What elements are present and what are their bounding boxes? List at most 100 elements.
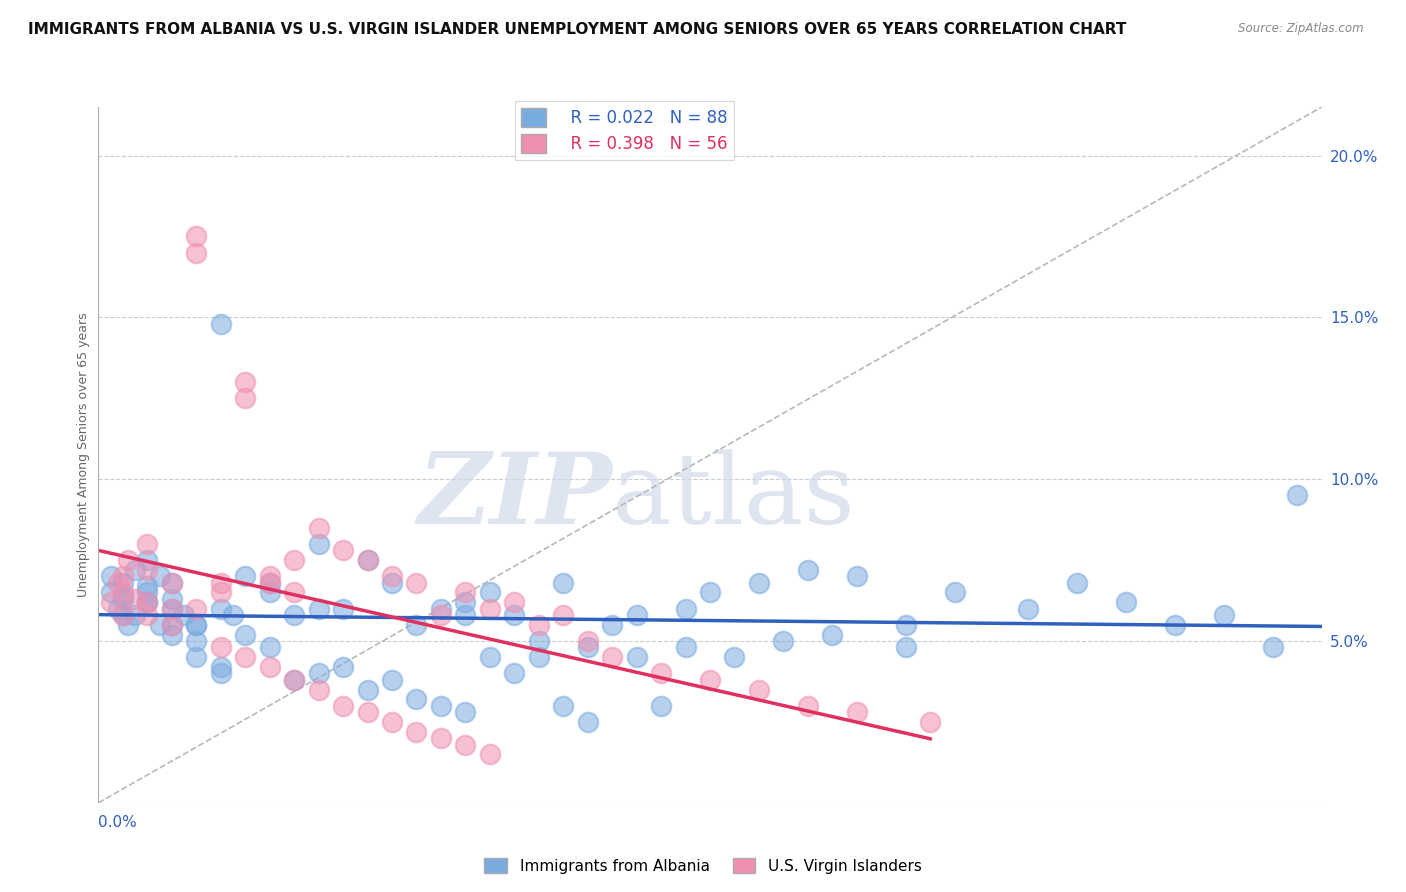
- Point: [699, 585, 721, 599]
- Point: [797, 563, 820, 577]
- Point: [797, 698, 820, 713]
- Point: [894, 617, 917, 632]
- Point: [553, 575, 575, 590]
- Point: [136, 563, 159, 577]
- Point: [356, 705, 378, 719]
- Point: [381, 569, 404, 583]
- Point: [124, 563, 146, 577]
- Text: ZIP: ZIP: [418, 449, 612, 545]
- Point: [136, 585, 159, 599]
- Point: [186, 650, 208, 665]
- Point: [136, 537, 159, 551]
- Point: [699, 673, 721, 687]
- Point: [259, 660, 281, 674]
- Point: [308, 601, 330, 615]
- Point: [553, 698, 575, 713]
- Point: [920, 714, 942, 729]
- Point: [454, 705, 477, 719]
- Point: [405, 575, 427, 590]
- Point: [186, 229, 208, 244]
- Point: [160, 575, 183, 590]
- Point: [233, 392, 256, 406]
- Point: [124, 608, 146, 623]
- Point: [186, 617, 208, 632]
- Point: [149, 617, 172, 632]
- Point: [136, 608, 159, 623]
- Point: [503, 595, 526, 609]
- Point: [576, 634, 599, 648]
- Point: [478, 585, 501, 599]
- Y-axis label: Unemployment Among Seniors over 65 years: Unemployment Among Seniors over 65 years: [77, 312, 90, 598]
- Point: [111, 608, 134, 623]
- Point: [332, 601, 354, 615]
- Point: [100, 569, 122, 583]
- Point: [173, 608, 195, 623]
- Point: [772, 634, 794, 648]
- Point: [553, 608, 575, 623]
- Point: [136, 553, 159, 567]
- Point: [332, 543, 354, 558]
- Point: [845, 705, 868, 719]
- Point: [503, 666, 526, 681]
- Point: [233, 627, 256, 641]
- Point: [600, 650, 623, 665]
- Point: [111, 591, 134, 606]
- Point: [160, 601, 183, 615]
- Point: [454, 595, 477, 609]
- Point: [478, 747, 501, 762]
- Point: [209, 660, 232, 674]
- Point: [503, 608, 526, 623]
- Point: [308, 521, 330, 535]
- Point: [527, 650, 550, 665]
- Point: [259, 575, 281, 590]
- Point: [209, 585, 232, 599]
- Point: [186, 634, 208, 648]
- Point: [576, 640, 599, 655]
- Point: [111, 585, 134, 599]
- Point: [136, 595, 159, 609]
- Point: [600, 617, 623, 632]
- Point: [283, 673, 305, 687]
- Text: atlas: atlas: [612, 449, 855, 544]
- Point: [381, 673, 404, 687]
- Point: [454, 738, 477, 752]
- Point: [675, 601, 697, 615]
- Point: [111, 589, 134, 603]
- Point: [723, 650, 745, 665]
- Point: [308, 666, 330, 681]
- Point: [136, 579, 159, 593]
- Point: [259, 640, 281, 655]
- Text: IMMIGRANTS FROM ALBANIA VS U.S. VIRGIN ISLANDER UNEMPLOYMENT AMONG SENIORS OVER : IMMIGRANTS FROM ALBANIA VS U.S. VIRGIN I…: [28, 22, 1126, 37]
- Point: [186, 245, 208, 260]
- Point: [650, 666, 672, 681]
- Point: [283, 585, 305, 599]
- Point: [160, 601, 183, 615]
- Point: [160, 617, 183, 632]
- Point: [626, 650, 648, 665]
- Point: [186, 617, 208, 632]
- Point: [111, 608, 134, 623]
- Point: [332, 698, 354, 713]
- Point: [308, 537, 330, 551]
- Point: [821, 627, 844, 641]
- Point: [209, 666, 232, 681]
- Point: [111, 575, 134, 590]
- Point: [576, 714, 599, 729]
- Point: [107, 601, 129, 615]
- Point: [454, 608, 477, 623]
- Point: [430, 731, 453, 745]
- Point: [233, 375, 256, 389]
- Point: [160, 627, 183, 641]
- Point: [1066, 575, 1088, 590]
- Point: [283, 608, 305, 623]
- Point: [1212, 608, 1234, 623]
- Point: [748, 682, 770, 697]
- Point: [117, 617, 139, 632]
- Point: [259, 585, 281, 599]
- Point: [111, 569, 134, 583]
- Point: [209, 575, 232, 590]
- Point: [1164, 617, 1187, 632]
- Point: [259, 569, 281, 583]
- Point: [894, 640, 917, 655]
- Point: [478, 650, 501, 665]
